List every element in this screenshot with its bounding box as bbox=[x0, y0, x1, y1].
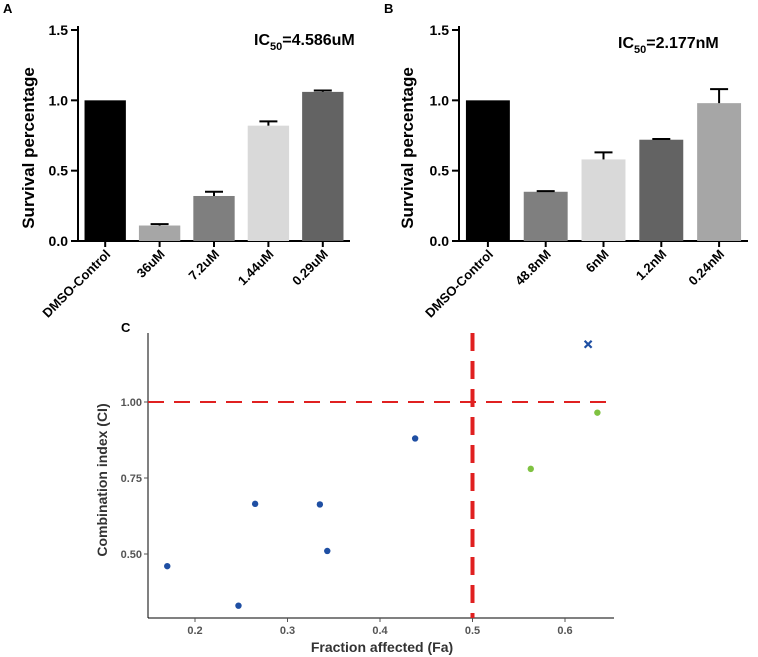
panel-b-ic50-sub: 50 bbox=[634, 44, 646, 56]
panel-c-y-axis-title: Combination index (CI) bbox=[94, 403, 110, 556]
panel-c-y-tick-label: 0.75 bbox=[121, 473, 142, 485]
panel-b-bar bbox=[465, 100, 510, 241]
panel-c-y-tick-label: 0.50 bbox=[121, 549, 142, 561]
panel-c-point-blue bbox=[164, 562, 171, 570]
panel-b-ic50-rest: =2.177nM bbox=[646, 35, 718, 52]
panel-a-letter: A bbox=[3, 1, 13, 16]
panel-b-y-axis-title: Survival percentage bbox=[398, 67, 417, 229]
panel-c-letter: C bbox=[121, 320, 131, 335]
panel-a-bar bbox=[84, 100, 126, 241]
panel-a-y-tick-label: 0.0 bbox=[49, 233, 69, 249]
panel-a-ic50-rest: =4.586uM bbox=[282, 32, 354, 49]
panel-b-bar-chart: B IC50=2.177nM Survival percentage 0.0 0.… bbox=[384, 1, 748, 320]
panel-a-category-label: 0.29uM bbox=[289, 247, 331, 289]
panel-b-bar bbox=[581, 159, 626, 241]
panel-a-category-label: DMSO-Control bbox=[39, 247, 113, 321]
panel-a-bar bbox=[193, 195, 235, 241]
panel-b-bar bbox=[523, 191, 568, 241]
panel-b-letter: B bbox=[384, 1, 393, 16]
panel-a-y-tick-label: 1.5 bbox=[49, 22, 69, 38]
panel-c-point-blue bbox=[251, 500, 259, 508]
panel-b-ic50-main: IC bbox=[618, 35, 634, 52]
panel-c-point-green bbox=[594, 409, 601, 416]
panel-a-y-tick-label: 0.5 bbox=[49, 163, 69, 179]
panel-c-point-blue bbox=[411, 435, 419, 442]
panel-a-category-label: 36uM bbox=[134, 247, 168, 281]
panel-a-ic50-sub: 50 bbox=[270, 41, 282, 53]
panel-c-scatter-chart: C Combination index (CI) Fraction affect… bbox=[94, 320, 614, 655]
panel-c-x-marker bbox=[583, 339, 593, 349]
panel-b-ic50-label: IC50=2.177nM bbox=[618, 35, 719, 56]
panel-b-y-tick-label: 1.5 bbox=[430, 22, 450, 38]
panel-b-category-label: 6nM bbox=[583, 247, 612, 276]
panel-b-y-tick-label: 0.5 bbox=[430, 163, 450, 179]
panel-c-x-tick-label: 0.5 bbox=[465, 625, 480, 637]
panel-c-x-tick-label: 0.3 bbox=[280, 625, 295, 637]
panel-c-x-axis-title: Fraction affected (Fa) bbox=[311, 639, 453, 655]
panel-a-bar bbox=[138, 225, 181, 241]
panel-a-category-label: 1.44uM bbox=[235, 247, 277, 289]
panel-a-bar-chart: A IC50=4.586uM Survival percentage 0.0 0.… bbox=[3, 1, 355, 320]
panel-b-bar bbox=[639, 139, 684, 241]
panel-b-bar bbox=[697, 103, 742, 241]
panel-a-y-axis-title: Survival percentage bbox=[19, 67, 38, 229]
panel-c-point-blue bbox=[235, 602, 242, 609]
panel-c-point-blue bbox=[324, 547, 331, 555]
panel-a-bar bbox=[247, 125, 290, 241]
panel-a-category-label: 7.2uM bbox=[185, 247, 222, 284]
panel-a-ic50-main: IC bbox=[254, 32, 270, 49]
panel-c-x-tick-label: 0.6 bbox=[557, 625, 572, 637]
panel-b-category-label: DMSO-Control bbox=[422, 247, 496, 321]
panel-c-point-green bbox=[527, 465, 534, 473]
panel-c-x-tick-label: 0.4 bbox=[372, 625, 388, 637]
panel-b-category-label: 1.2nM bbox=[633, 247, 670, 284]
panel-b-category-label: 48.8nM bbox=[512, 247, 554, 289]
panel-c-point-blue bbox=[316, 501, 324, 508]
panel-a-y-tick-label: 1.0 bbox=[49, 92, 69, 108]
panel-a-ic50-label: IC50=4.586uM bbox=[254, 32, 355, 53]
panel-b-y-tick-label: 0.0 bbox=[430, 233, 450, 249]
panel-c-y-tick-label: 1.00 bbox=[121, 397, 142, 409]
panel-b-y-tick-label: 1.0 bbox=[430, 92, 450, 108]
panel-b-category-label: 0.24nM bbox=[685, 247, 727, 289]
panel-a-bar bbox=[302, 91, 344, 241]
panel-c-x-tick-label: 0.2 bbox=[187, 625, 202, 637]
panel-c-x-marker-stroke bbox=[583, 339, 593, 349]
